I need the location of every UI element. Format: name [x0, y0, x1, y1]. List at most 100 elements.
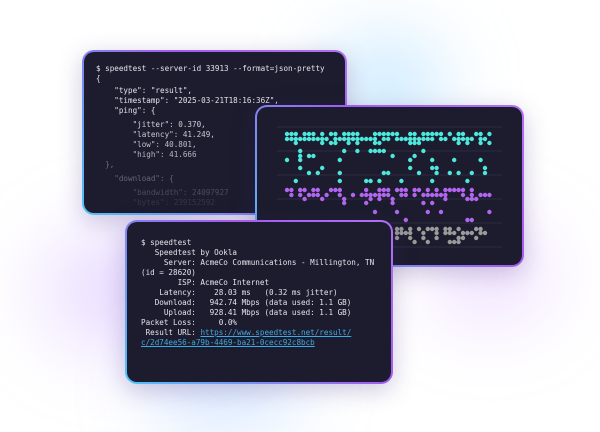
dot-middle — [412, 192, 417, 198]
dot-middle — [425, 187, 430, 193]
dot-top — [320, 136, 325, 142]
json-line: "high": 41.666 — [96, 150, 197, 159]
dot-top — [284, 131, 290, 137]
dot-top — [478, 131, 483, 137]
dot-top — [377, 140, 382, 146]
dot-top — [412, 131, 417, 137]
dot-top — [434, 165, 439, 171]
dot-middle — [478, 192, 483, 198]
dot-top — [399, 136, 404, 142]
dot-top — [284, 157, 290, 163]
dot-top — [315, 136, 320, 142]
dot-top — [465, 178, 470, 184]
dot-bottom — [408, 235, 413, 241]
dot-top — [315, 170, 320, 176]
dot-top — [372, 140, 378, 146]
dot-top — [482, 165, 488, 171]
dot-middle — [430, 200, 435, 206]
dot-top — [350, 131, 356, 137]
dot-plot — [277, 126, 502, 248]
dot-top — [333, 140, 338, 146]
dot-top — [425, 131, 430, 137]
dot-middle — [390, 196, 395, 202]
dot-bottom — [430, 226, 435, 232]
result-url-link[interactable]: https://www.speedtest.net/result/ — [200, 328, 352, 337]
dot-middle — [289, 187, 294, 193]
dot-top — [482, 170, 488, 176]
dot-middle — [460, 192, 466, 198]
dot-top — [372, 148, 378, 154]
dot-top — [355, 140, 360, 146]
dot-top — [408, 140, 413, 146]
dot-middle — [315, 192, 320, 198]
dot-bottom — [443, 226, 448, 232]
dot-top — [289, 136, 294, 142]
dot-bottom — [456, 235, 461, 241]
dot-middle — [438, 209, 444, 215]
dot-top — [328, 140, 334, 146]
packet-loss-line: Packet Loss: 0.0% — [141, 318, 238, 327]
dot-top — [465, 140, 470, 146]
dot-bottom — [421, 235, 426, 241]
dot-bottom — [421, 230, 426, 236]
dot-bottom — [482, 230, 488, 236]
dot-middle — [416, 187, 422, 193]
dot-top — [386, 131, 391, 137]
dot-middle — [364, 200, 369, 206]
dot-middle — [403, 187, 408, 193]
dot-middle — [390, 200, 395, 206]
command-line: $ speedtest — [141, 238, 192, 247]
dot-middle — [342, 196, 347, 202]
dot-top — [346, 136, 351, 142]
dot-bottom — [460, 235, 466, 241]
dot-middle — [284, 187, 290, 193]
dot-bottom — [474, 235, 479, 241]
dot-bottom — [443, 230, 448, 236]
dot-bottom — [452, 239, 457, 245]
dot-top — [289, 131, 294, 137]
dot-middle — [443, 196, 448, 202]
dot-middle — [430, 192, 435, 198]
dot-bottom — [394, 226, 400, 232]
result-url-label: Result URL: — [141, 328, 201, 337]
dot-middle — [306, 192, 312, 198]
dot-bottom — [425, 226, 430, 232]
dot-top — [447, 131, 452, 137]
dot-top — [333, 136, 338, 142]
dot-middle — [368, 192, 373, 198]
dot-top — [333, 131, 338, 137]
dot-top — [469, 136, 474, 142]
dot-middle — [443, 187, 448, 193]
dot-top — [337, 178, 342, 184]
dot-top — [350, 136, 356, 142]
dot-top — [346, 131, 351, 137]
dot-bottom — [434, 235, 439, 241]
dot-middle — [359, 192, 364, 198]
json-line: "bytes": 239152592 — [96, 198, 215, 207]
dot-middle — [337, 187, 342, 193]
dot-top — [478, 136, 483, 142]
dot-top — [355, 148, 360, 154]
dot-middle — [434, 192, 439, 198]
dot-middle — [350, 192, 356, 198]
dot-top — [430, 136, 435, 142]
dot-bottom — [408, 226, 413, 232]
dot-middle — [302, 196, 307, 202]
result-url-link-continued[interactable]: c/2d74ee56-a79b-4469-ba21-0cecc92c8bcb — [141, 338, 315, 347]
json-line: }, — [96, 160, 115, 169]
dot-top — [438, 131, 444, 137]
dot-top — [311, 136, 316, 142]
dot-middle — [469, 217, 474, 223]
dot-bottom — [434, 226, 439, 232]
dot-top — [293, 140, 298, 146]
dot-top — [474, 131, 479, 137]
dot-middle — [443, 192, 448, 198]
dot-middle — [394, 209, 400, 215]
dot-top — [377, 148, 382, 154]
dot-top — [302, 136, 307, 142]
dot-top — [460, 136, 466, 142]
dot-top — [293, 131, 298, 137]
dot-top — [452, 136, 457, 142]
dot-top — [386, 170, 391, 176]
dot-top — [408, 165, 413, 171]
